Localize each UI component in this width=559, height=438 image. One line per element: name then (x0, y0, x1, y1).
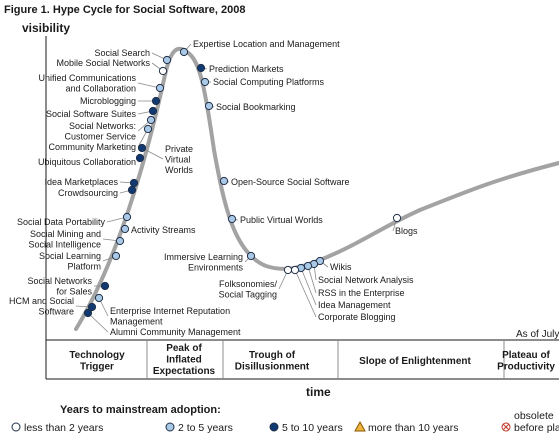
marker-social-data-portability (122, 212, 132, 222)
label-social-bookmarking: Social Bookmarking (216, 102, 296, 112)
marker-unified-communications-and-collaboration (155, 83, 165, 93)
leader-corporate-blogging (294, 269, 317, 318)
phase-labels: Technology Trigger Peak of Inflated Expectat… (69, 343, 555, 377)
marker-social-computing-platforms (200, 77, 210, 87)
phase-label-plateau-of-productivity: Plateau of Productivity (497, 350, 555, 373)
marker-social-networks-customer-service (146, 115, 156, 125)
label-crowdsourcing: Crowdsourcing (58, 188, 118, 198)
hype-curve (74, 46, 559, 331)
footnote: As of July 2008 (516, 329, 559, 340)
label-activity-streams: Activity Streams (131, 225, 196, 235)
label-corporate-blogging: Corporate Blogging (318, 312, 396, 322)
phase-label-trough-of-disillusionment: Trough of Disillusionment (235, 350, 310, 373)
label-social-mining-and-social-intelligence: Social Mining and Social Intelligence (28, 229, 101, 250)
technology-markers (83, 47, 402, 318)
label-social-networks-customer-service: Social Networks: Customer Service (64, 121, 136, 142)
marker-alumni-community-management (83, 308, 93, 318)
legend-symbol (11, 422, 21, 432)
marker-folksonomies-social-tagging (283, 265, 293, 275)
label-social-learning-platform: Social Learning Platform (39, 251, 101, 272)
legend-label: less than 2 years (24, 422, 103, 434)
legend-item-2to5: 2 to 5 years (165, 422, 233, 434)
label-idea-management: Idea Management (318, 300, 391, 310)
chart-title: Figure 1. Hype Cycle for Social Software… (4, 4, 245, 16)
label-public-virtual-worlds: Public Virtual Worlds (240, 215, 323, 225)
marker-open-source-social-software (219, 176, 229, 186)
label-social-data-portability: Social Data Portability (17, 217, 106, 227)
label-folksonomies-social-tagging: Folksonomies/Social Tagging (219, 279, 278, 300)
marker-idea-marketplaces (129, 178, 139, 188)
marker-blogs (392, 213, 402, 223)
label-unified-communications-and-collaboration: Unified Communications and Collaboration (38, 73, 136, 94)
technology-labels: Expertise Location and Management Social … (9, 39, 418, 337)
y-axis-label: visibility (22, 21, 70, 35)
legend-item-lt2: less than 2 years (11, 422, 103, 434)
legend: less than 2 years 2 to 5 years 5 to 10 yea… (11, 410, 559, 434)
leader-alumni-community-management (87, 312, 109, 333)
marker-mobile-social-networks (158, 66, 168, 76)
phase-dividers (146, 340, 505, 379)
marker-social-bookmarking (204, 101, 214, 111)
legend-title: Years to mainstream adoption: (60, 404, 221, 416)
legend-symbol (269, 422, 279, 432)
marker-expertise-location-and-management (179, 47, 189, 57)
label-social-search: Social Search (94, 48, 150, 58)
label-expertise-location-and-management: Expertise Location and Management (193, 39, 340, 49)
legend-item-5to10: 5 to 10 years (269, 422, 343, 434)
label-wikis: Wikis (330, 262, 352, 272)
marker-ubiquitous-collaboration (135, 153, 145, 163)
marker-hcm-and-social-software (87, 302, 97, 312)
marker-microblogging (151, 96, 161, 106)
marker-social-networks-for-sales (100, 281, 110, 291)
label-social-computing-platforms: Social Computing Platforms (213, 77, 325, 87)
label-prediction-markets: Prediction Markets (209, 64, 284, 74)
label-enterprise-internet-reputation-management: Enterprise Internet Reputation Management (110, 306, 230, 327)
phase-label-slope-of-enlightenment: Slope of Enlightenment (359, 356, 471, 367)
label-rss-in-the-enterprise: RSS in the Enterprise (318, 288, 405, 298)
label-microblogging: Microblogging (80, 96, 136, 106)
legend-label: 5 to 10 years (282, 422, 343, 434)
label-blogs: Blogs (395, 226, 418, 236)
legend-symbol (354, 420, 366, 432)
marker-prediction-markets (196, 63, 206, 73)
leader-rss-in-the-enterprise (307, 265, 317, 294)
label-mobile-social-networks: Mobile Social Networks (56, 58, 150, 68)
marker-public-virtual-worlds (227, 214, 237, 224)
marker-social-learning-platform (111, 251, 121, 261)
phase-label-peak-of-inflated-expectations: Peak of Inflated Expectations (153, 343, 216, 377)
legend-item-gt10: more than 10 years (354, 420, 458, 434)
label-social-networks-for-sales: Social Networks for Sales (27, 276, 92, 297)
legend-symbol (165, 422, 175, 432)
marker-community-marketing (143, 124, 153, 134)
label-immersive-learning-environments: Immersive Learning Environments (164, 252, 244, 273)
marker-corporate-blogging (290, 265, 300, 275)
marker-rss-in-the-enterprise (303, 261, 313, 271)
label-social-software-suites: Social Software Suites (46, 109, 137, 119)
label-private-virtual-worlds: Private Virtual Worlds (165, 144, 193, 175)
legend-label: 2 to 5 years (178, 422, 233, 434)
legend-label: more than 10 years (368, 422, 458, 434)
label-ubiquitous-collaboration: Ubiquitous Collaboration (38, 157, 136, 167)
phase-label-technology-trigger: Technology Trigger (69, 350, 125, 373)
label-alumni-community-management: Alumni Community Management (110, 327, 241, 337)
label-community-marketing: Community Marketing (48, 142, 136, 152)
marker-immersive-learning-environments (246, 251, 256, 261)
marker-social-search (162, 55, 172, 65)
leader-idea-management (300, 267, 317, 306)
label-open-source-social-software: Open-Source Social Software (231, 177, 350, 187)
marker-enterprise-internet-reputation-management (94, 293, 104, 303)
marker-activity-streams (120, 224, 130, 234)
x-axis-label: time (306, 385, 331, 399)
marker-crowdsourcing (127, 185, 137, 195)
marker-private-virtual-worlds (137, 143, 147, 153)
label-hcm-and-social-software: HCM and Social Software (9, 296, 74, 317)
marker-social-mining-and-social-intelligence (115, 236, 125, 246)
marker-social-software-suites (148, 106, 158, 116)
label-idea-marketplaces: Idea Marketplaces (44, 177, 118, 187)
label-social-network-analysis: Social Network Analysis (318, 275, 414, 285)
